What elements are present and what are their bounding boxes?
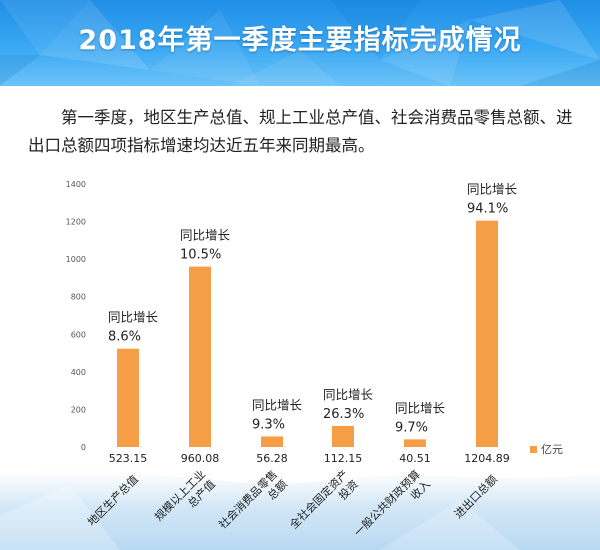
value-label: 1204.89 bbox=[464, 452, 510, 465]
value-labels: 523.15 960.08 56.28 112.15 40.51 1204.89 bbox=[109, 452, 510, 465]
x-axis-category-labels: 地区生产总值 规模以上工业总产值社会消费品零售总额全社会固定资产投资一般公共财政预… bbox=[84, 467, 500, 539]
bar bbox=[404, 439, 426, 447]
growth-annotation-value: 8.6% bbox=[108, 330, 141, 345]
y-tick-label: 800 bbox=[71, 293, 86, 302]
growth-annotation-title: 同比增长 bbox=[108, 310, 159, 325]
growth-annotation-title: 同比增长 bbox=[323, 387, 374, 402]
legend-swatch bbox=[530, 446, 537, 453]
growth-annotation-title: 同比增长 bbox=[252, 397, 303, 412]
value-label: 40.51 bbox=[399, 452, 431, 465]
value-label: 56.28 bbox=[256, 452, 288, 465]
category-label: 社会消费品零售总额 bbox=[216, 467, 290, 531]
bar bbox=[261, 436, 283, 447]
category-label-line: 地区生产总值 bbox=[84, 472, 141, 529]
bar bbox=[117, 348, 139, 447]
growth-annotation-title: 同比增长 bbox=[467, 182, 518, 197]
growth-annotation-title: 同比增长 bbox=[395, 400, 446, 415]
category-label: 地区生产总值 bbox=[84, 472, 141, 529]
y-tick-label: 200 bbox=[71, 405, 86, 414]
title-banner: 2018年第一季度主要指标完成情况 bbox=[0, 0, 600, 86]
bottom-decoration bbox=[0, 469, 600, 550]
y-tick-label: 1200 bbox=[66, 218, 86, 227]
category-label-line: 一般公共财政预算 bbox=[351, 467, 423, 539]
bars bbox=[117, 220, 498, 447]
y-tick-label: 1000 bbox=[66, 255, 86, 264]
y-tick-label: 400 bbox=[71, 368, 86, 377]
value-label: 523.15 bbox=[109, 452, 148, 465]
banner-polygon-pattern bbox=[0, 0, 600, 86]
y-axis: 0 200 400 600 800 1000 1200 1400 bbox=[66, 180, 86, 452]
y-tick-label: 1400 bbox=[66, 180, 86, 189]
value-label: 112.15 bbox=[324, 452, 363, 465]
growth-annotation-value: 9.3% bbox=[252, 417, 285, 432]
growth-annotation-value: 10.5% bbox=[180, 248, 221, 263]
growth-annotations: 同比增长 8.6% 同比增长 10.5% 同比增长 9.3% 同比增长 26.3% 同比增长 9.… bbox=[108, 182, 518, 436]
growth-annotation-value: 9.7% bbox=[395, 420, 428, 435]
bar bbox=[332, 425, 354, 447]
category-label-line: 进出口总额 bbox=[451, 472, 500, 521]
intro-paragraph: 第一季度，地区生产总值、规上工业总产值、社会消费品零售总额、进出口总额四项指标增… bbox=[28, 108, 573, 155]
legend: 亿元 bbox=[530, 443, 563, 456]
category-label: 进出口总额 bbox=[451, 472, 500, 521]
growth-annotation-value: 94.1% bbox=[467, 202, 508, 217]
value-label: 960.08 bbox=[181, 452, 220, 465]
growth-annotation-title: 同比增长 bbox=[180, 228, 231, 243]
page-title: 2018年第一季度主要指标完成情况 bbox=[78, 25, 522, 56]
bar bbox=[476, 220, 498, 447]
legend-label: 亿元 bbox=[541, 443, 563, 456]
growth-annotation-value: 26.3% bbox=[323, 407, 364, 422]
bar bbox=[189, 266, 211, 447]
y-tick-label: 0 bbox=[81, 443, 86, 452]
y-tick-label: 600 bbox=[71, 330, 86, 339]
